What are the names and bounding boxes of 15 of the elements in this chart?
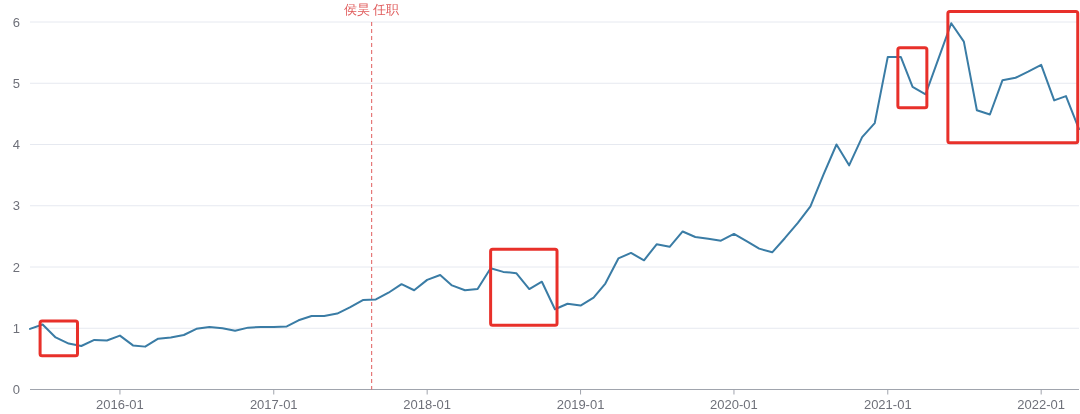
y-tick-label: 0 — [12, 382, 20, 397]
y-tick-label: 6 — [12, 14, 20, 30]
x-tick-label: 2016-01 — [96, 396, 144, 412]
y-tick-label: 1 — [12, 320, 20, 336]
y-tick-label: 2 — [12, 259, 20, 275]
x-tick-label: 2019-01 — [556, 396, 605, 412]
x-tick-label: 2017-01 — [249, 396, 298, 412]
x-tick-label: 2020-01 — [710, 396, 758, 412]
y-tick-label: 5 — [12, 75, 20, 91]
x-tick-label: 2022-01 — [1017, 396, 1066, 412]
y-tick-label: 4 — [12, 137, 20, 152]
x-tick-label: 2018-01 — [403, 396, 452, 412]
ref-line-label: 侯昊 任职 — [343, 2, 400, 17]
x-tick-label: 2021-01 — [863, 396, 912, 412]
y-tick-label: 3 — [12, 198, 20, 214]
